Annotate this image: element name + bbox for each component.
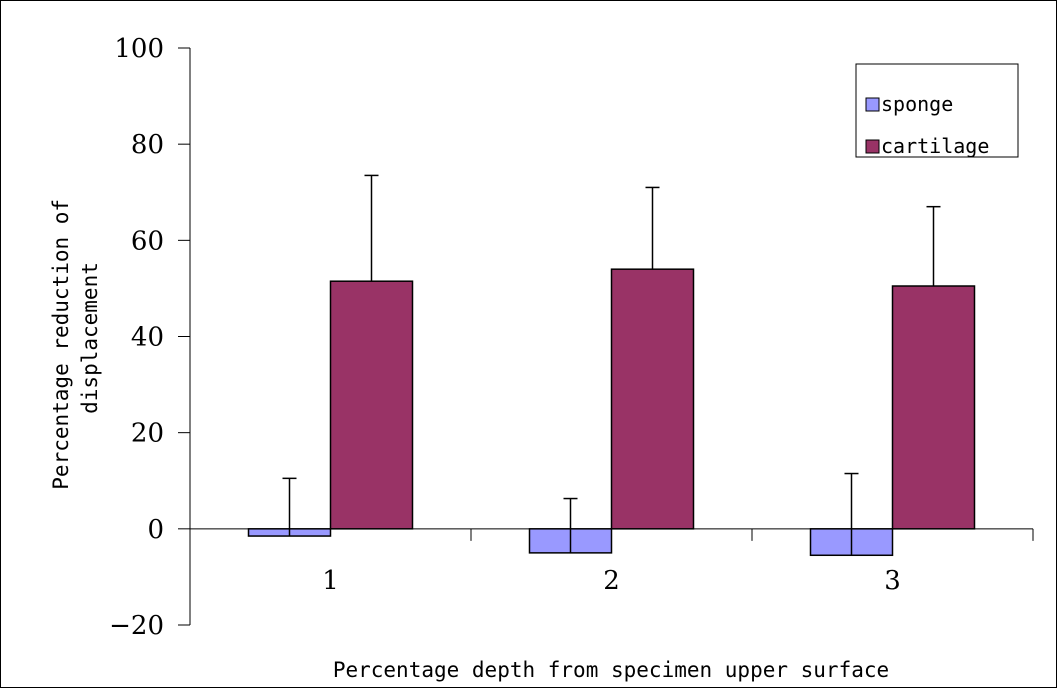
x-tick-label: 3 xyxy=(884,566,901,596)
y-axis-title-line-2: displacement xyxy=(78,262,102,414)
y-tick-label: 0 xyxy=(147,515,164,545)
bar-cartilage-3 xyxy=(891,285,976,530)
y-tick-label: 60 xyxy=(131,226,164,256)
legend-box xyxy=(855,63,1019,158)
y-axis-title: Percentage reduction of displacement xyxy=(49,186,102,489)
x-tick-label: 1 xyxy=(322,566,339,596)
error-bars-layer xyxy=(282,174,941,556)
x-tick-label: 2 xyxy=(603,566,620,596)
y-tick-label: 100 xyxy=(114,34,164,64)
bar-cartilage-2 xyxy=(610,268,695,530)
y-tick-label: 20 xyxy=(131,419,164,449)
bar-cartilage-1 xyxy=(329,280,414,530)
legend-label-cartilage: cartilage xyxy=(881,134,989,158)
labels-layer: −20 0 20 40 60 80 100 1 2 3 xyxy=(109,34,901,641)
axes-layer xyxy=(178,47,1034,626)
legend-label-sponge: sponge xyxy=(881,92,953,116)
legend-swatch-cartilage xyxy=(865,139,880,154)
y-axis-title-line-1: Percentage reduction of xyxy=(49,199,73,490)
legend: sponge cartilage xyxy=(855,63,1019,158)
y-tick-label: 80 xyxy=(131,130,164,160)
legend-swatch-sponge xyxy=(865,97,880,112)
y-tick-label: 40 xyxy=(131,323,164,353)
x-axis-title: Percentage depth from specimen upper sur… xyxy=(333,658,889,682)
y-tick-label: −20 xyxy=(109,611,164,641)
